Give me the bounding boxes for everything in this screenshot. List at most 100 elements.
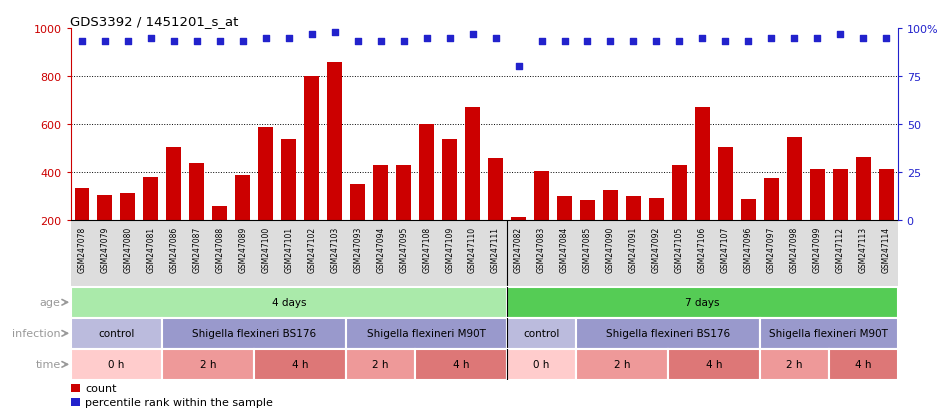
- Bar: [741, 199, 756, 269]
- Point: [327, 29, 342, 36]
- Text: GSM247109: GSM247109: [446, 226, 454, 273]
- Text: GSM247110: GSM247110: [468, 226, 478, 272]
- Text: infection: infection: [12, 328, 60, 339]
- Point: [695, 35, 710, 42]
- Point: [465, 31, 480, 38]
- Text: GSM247091: GSM247091: [629, 226, 638, 273]
- Bar: [235, 176, 250, 269]
- Text: age: age: [39, 297, 60, 308]
- Bar: [695, 108, 710, 269]
- Text: GSM247101: GSM247101: [284, 226, 293, 272]
- Text: GSM247107: GSM247107: [721, 226, 729, 273]
- Point: [189, 39, 204, 46]
- Bar: [144, 178, 158, 269]
- Bar: [346, 349, 415, 380]
- Text: GSM247097: GSM247097: [767, 226, 776, 273]
- Text: Shigella flexineri BS176: Shigella flexineri BS176: [606, 328, 730, 339]
- Text: GSM247114: GSM247114: [882, 226, 891, 272]
- Bar: [507, 349, 576, 380]
- Text: GSM247096: GSM247096: [744, 226, 753, 273]
- Point: [419, 35, 434, 42]
- Bar: [120, 193, 135, 269]
- Bar: [373, 166, 388, 269]
- Bar: [163, 349, 255, 380]
- Text: percentile rank within the sample: percentile rank within the sample: [86, 397, 274, 407]
- Point: [351, 39, 366, 46]
- Point: [144, 35, 159, 42]
- Bar: [787, 138, 802, 269]
- Bar: [351, 185, 365, 269]
- Bar: [488, 159, 503, 269]
- Text: GSM247112: GSM247112: [836, 226, 845, 272]
- Point: [373, 39, 388, 46]
- Bar: [760, 318, 898, 349]
- Text: 0 h: 0 h: [108, 359, 125, 370]
- Bar: [70, 349, 163, 380]
- Bar: [166, 148, 181, 269]
- Bar: [98, 196, 113, 269]
- Bar: [163, 318, 346, 349]
- Text: 0 h: 0 h: [533, 359, 550, 370]
- Bar: [833, 169, 848, 269]
- Text: 4 h: 4 h: [453, 359, 469, 370]
- Text: 4 days: 4 days: [272, 297, 306, 308]
- Bar: [649, 198, 664, 269]
- Point: [258, 35, 274, 42]
- Text: count: count: [86, 383, 117, 393]
- Bar: [327, 62, 342, 269]
- Text: GSM247084: GSM247084: [560, 226, 569, 273]
- Bar: [764, 179, 778, 269]
- Text: GSM247099: GSM247099: [813, 226, 822, 273]
- Bar: [507, 287, 898, 318]
- Text: GDS3392 / 1451201_s_at: GDS3392 / 1451201_s_at: [70, 15, 239, 28]
- Bar: [465, 108, 480, 269]
- Text: GSM247102: GSM247102: [307, 226, 316, 272]
- Text: 4 h: 4 h: [706, 359, 722, 370]
- Text: GSM247098: GSM247098: [790, 226, 799, 273]
- Point: [741, 39, 756, 46]
- Bar: [829, 349, 898, 380]
- Bar: [760, 349, 829, 380]
- Bar: [879, 169, 894, 269]
- Text: Shigella flexineri M90T: Shigella flexineri M90T: [769, 328, 888, 339]
- Bar: [70, 398, 81, 406]
- Bar: [672, 166, 687, 269]
- Point: [580, 39, 595, 46]
- Text: control: control: [524, 328, 559, 339]
- Point: [855, 35, 870, 42]
- Text: GSM247108: GSM247108: [422, 226, 431, 272]
- Bar: [258, 127, 274, 269]
- Bar: [212, 206, 227, 269]
- Point: [212, 39, 227, 46]
- Text: GSM247090: GSM247090: [606, 226, 615, 273]
- Point: [764, 35, 779, 42]
- Bar: [255, 349, 346, 380]
- Point: [305, 31, 320, 38]
- Bar: [70, 287, 507, 318]
- Text: GSM247082: GSM247082: [514, 226, 523, 272]
- Text: GSM247093: GSM247093: [353, 226, 362, 273]
- Bar: [576, 349, 668, 380]
- Point: [879, 35, 894, 42]
- Bar: [603, 191, 618, 269]
- Point: [74, 39, 89, 46]
- Bar: [396, 166, 411, 269]
- Text: 4 h: 4 h: [292, 359, 308, 370]
- Text: GSM247079: GSM247079: [101, 226, 109, 273]
- Text: GSM247087: GSM247087: [193, 226, 201, 273]
- Bar: [557, 197, 572, 269]
- Point: [557, 39, 572, 46]
- Bar: [74, 189, 89, 269]
- Text: 4 h: 4 h: [855, 359, 871, 370]
- Bar: [189, 163, 204, 269]
- Point: [534, 39, 549, 46]
- Text: 2 h: 2 h: [372, 359, 389, 370]
- Bar: [415, 349, 507, 380]
- Point: [649, 39, 664, 46]
- Bar: [580, 201, 595, 269]
- Text: GSM247111: GSM247111: [491, 226, 500, 272]
- Point: [809, 35, 824, 42]
- Point: [672, 39, 687, 46]
- Text: Shigella flexineri M90T: Shigella flexineri M90T: [368, 328, 486, 339]
- Bar: [626, 197, 641, 269]
